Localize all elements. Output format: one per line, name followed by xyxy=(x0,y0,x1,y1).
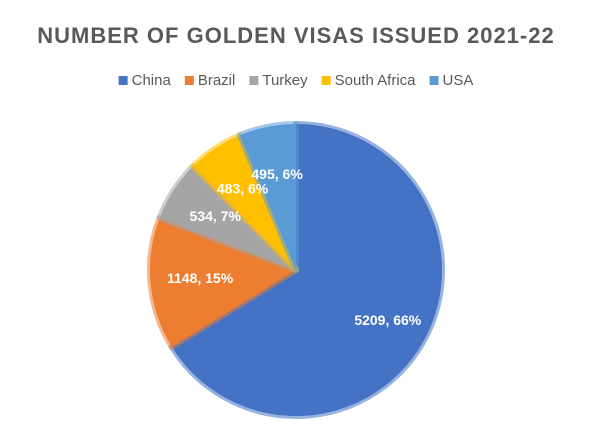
legend-swatch xyxy=(321,76,331,85)
legend-label: South Africa xyxy=(335,72,417,89)
pie-slice xyxy=(147,215,299,350)
legend-label: China xyxy=(132,72,172,89)
legend-item: USA xyxy=(429,72,474,89)
legend: China Brazil Turkey South Africa USA xyxy=(118,72,474,89)
chart-title: NUMBER OF GOLDEN VISAS ISSUED 2021-22 xyxy=(37,23,554,48)
data-label: 534, 7% xyxy=(190,208,242,224)
data-label: 1148, 15% xyxy=(167,270,234,286)
legend-swatch xyxy=(184,76,194,85)
legend-item: Brazil xyxy=(184,72,236,89)
pie: 5209, 66% 1148, 15% 534, 7% 483, 6%495, 6% xyxy=(147,121,445,419)
legend-label: USA xyxy=(443,72,474,89)
legend-swatch xyxy=(249,76,259,85)
legend-swatch xyxy=(118,76,128,85)
pie-slice xyxy=(168,121,445,419)
data-label: 5209, 66% xyxy=(354,312,421,328)
legend-item: China xyxy=(118,72,172,89)
pie-slice xyxy=(236,121,299,273)
legend-item: Turkey xyxy=(249,72,308,89)
legend-swatch xyxy=(429,76,439,85)
legend-label: Turkey xyxy=(262,72,308,89)
legend-label: Brazil xyxy=(198,72,236,89)
legend-item: South Africa xyxy=(321,72,417,89)
data-label: 483, 6% xyxy=(217,181,269,197)
data-label: 495, 6% xyxy=(251,166,303,182)
